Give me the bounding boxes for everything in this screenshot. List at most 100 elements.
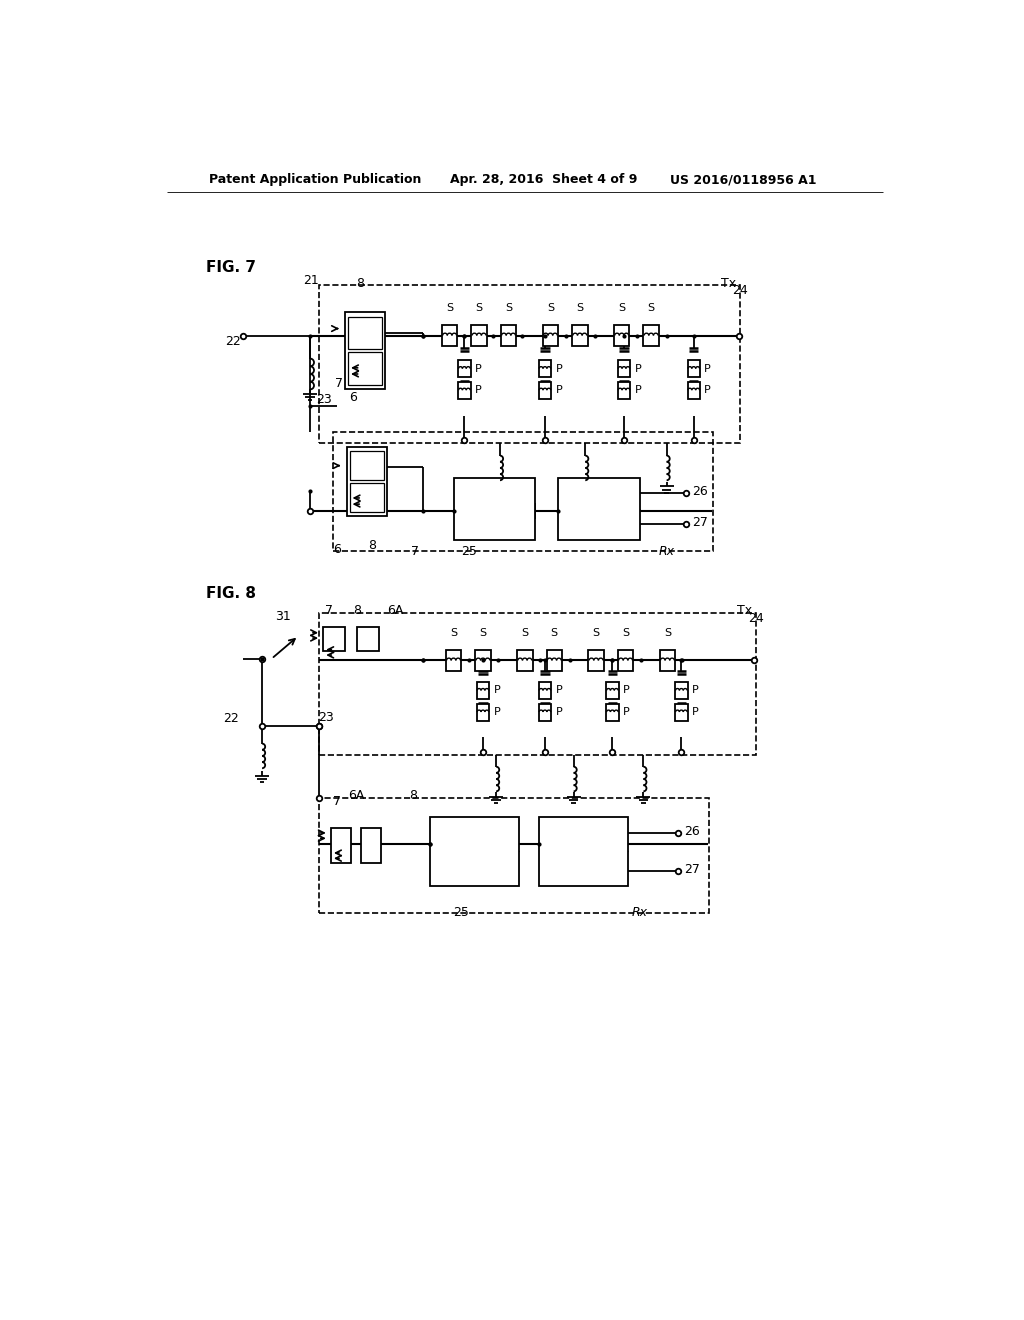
Bar bbox=[334, 432, 713, 552]
Text: 8: 8 bbox=[410, 789, 417, 803]
Text: 8: 8 bbox=[369, 539, 376, 552]
Bar bbox=[643, 325, 658, 346]
Text: S: S bbox=[618, 302, 626, 313]
Text: 27: 27 bbox=[692, 516, 708, 529]
Bar bbox=[539, 381, 551, 399]
Text: P: P bbox=[692, 685, 698, 696]
Bar bbox=[319, 612, 756, 755]
Bar bbox=[319, 797, 710, 913]
Text: S: S bbox=[551, 628, 558, 638]
Text: 6A: 6A bbox=[387, 603, 403, 616]
Bar bbox=[349, 451, 384, 480]
Bar bbox=[614, 325, 630, 346]
Text: S: S bbox=[450, 628, 457, 638]
Text: 23: 23 bbox=[317, 711, 334, 723]
Bar bbox=[675, 704, 687, 721]
Text: 6: 6 bbox=[334, 543, 341, 556]
Text: P: P bbox=[556, 363, 562, 374]
Text: S: S bbox=[622, 628, 629, 638]
Bar bbox=[357, 627, 379, 651]
Bar bbox=[458, 360, 471, 378]
Bar bbox=[319, 285, 740, 444]
Bar bbox=[617, 381, 630, 399]
Text: 24: 24 bbox=[732, 284, 749, 297]
Bar bbox=[572, 325, 588, 346]
Bar bbox=[442, 325, 458, 346]
Text: 7: 7 bbox=[411, 545, 419, 557]
Text: P: P bbox=[623, 685, 630, 696]
Bar bbox=[324, 627, 345, 651]
Bar bbox=[539, 704, 551, 721]
Text: Patent Application Publication: Patent Application Publication bbox=[209, 173, 422, 186]
Text: P: P bbox=[475, 363, 481, 374]
Bar bbox=[346, 447, 387, 516]
Bar bbox=[675, 682, 687, 700]
Bar bbox=[349, 483, 384, 512]
Text: FIG. 8: FIG. 8 bbox=[206, 586, 256, 601]
Bar bbox=[477, 682, 489, 700]
Text: P: P bbox=[623, 708, 630, 717]
Bar bbox=[475, 649, 490, 671]
Text: S: S bbox=[479, 628, 486, 638]
Text: P: P bbox=[475, 385, 481, 395]
Bar bbox=[589, 649, 604, 671]
Text: 22: 22 bbox=[224, 335, 241, 348]
Text: 6: 6 bbox=[349, 391, 356, 404]
Text: S: S bbox=[475, 302, 482, 313]
Bar bbox=[348, 317, 382, 350]
Text: 31: 31 bbox=[275, 610, 291, 623]
Text: 23: 23 bbox=[316, 393, 332, 407]
Text: 8: 8 bbox=[356, 277, 365, 289]
Text: P: P bbox=[494, 685, 501, 696]
Text: 26: 26 bbox=[692, 486, 708, 499]
Bar bbox=[687, 360, 700, 378]
Bar bbox=[687, 381, 700, 399]
Text: 26: 26 bbox=[684, 825, 700, 838]
Bar bbox=[617, 360, 630, 378]
Text: Rx: Rx bbox=[632, 907, 647, 920]
Text: Rx: Rx bbox=[658, 545, 675, 557]
Bar bbox=[606, 682, 618, 700]
Bar bbox=[331, 828, 351, 863]
Text: P: P bbox=[556, 708, 562, 717]
Text: Tx: Tx bbox=[721, 277, 736, 289]
Bar bbox=[348, 352, 382, 385]
Text: P: P bbox=[635, 363, 641, 374]
Bar bbox=[547, 649, 562, 671]
Bar bbox=[471, 325, 486, 346]
Bar bbox=[539, 682, 551, 700]
Bar bbox=[517, 649, 532, 671]
Bar bbox=[558, 478, 640, 540]
Text: FIG. 7: FIG. 7 bbox=[206, 260, 256, 276]
Text: P: P bbox=[556, 385, 562, 395]
Text: US 2016/0118956 A1: US 2016/0118956 A1 bbox=[671, 173, 817, 186]
Text: S: S bbox=[505, 302, 512, 313]
Bar bbox=[617, 649, 633, 671]
Text: S: S bbox=[577, 302, 584, 313]
Bar bbox=[477, 704, 489, 721]
Text: P: P bbox=[705, 385, 711, 395]
Bar bbox=[454, 478, 535, 540]
Text: P: P bbox=[705, 363, 711, 374]
Bar bbox=[458, 381, 471, 399]
Text: Tx: Tx bbox=[736, 603, 752, 616]
Bar bbox=[606, 704, 618, 721]
Bar bbox=[345, 313, 385, 389]
Text: 7: 7 bbox=[335, 376, 343, 389]
Text: S: S bbox=[547, 302, 554, 313]
Bar bbox=[659, 649, 675, 671]
Bar bbox=[360, 828, 381, 863]
Text: 27: 27 bbox=[684, 862, 700, 875]
Text: P: P bbox=[556, 685, 562, 696]
Text: 25: 25 bbox=[461, 545, 477, 557]
Bar bbox=[539, 360, 551, 378]
Text: 25: 25 bbox=[454, 907, 469, 920]
Text: 24: 24 bbox=[748, 612, 764, 626]
Bar bbox=[430, 817, 519, 886]
Text: 6A: 6A bbox=[348, 789, 365, 803]
Bar bbox=[501, 325, 516, 346]
Text: 7: 7 bbox=[326, 603, 334, 616]
Bar bbox=[539, 817, 628, 886]
Text: S: S bbox=[647, 302, 654, 313]
Text: Apr. 28, 2016  Sheet 4 of 9: Apr. 28, 2016 Sheet 4 of 9 bbox=[450, 173, 637, 186]
